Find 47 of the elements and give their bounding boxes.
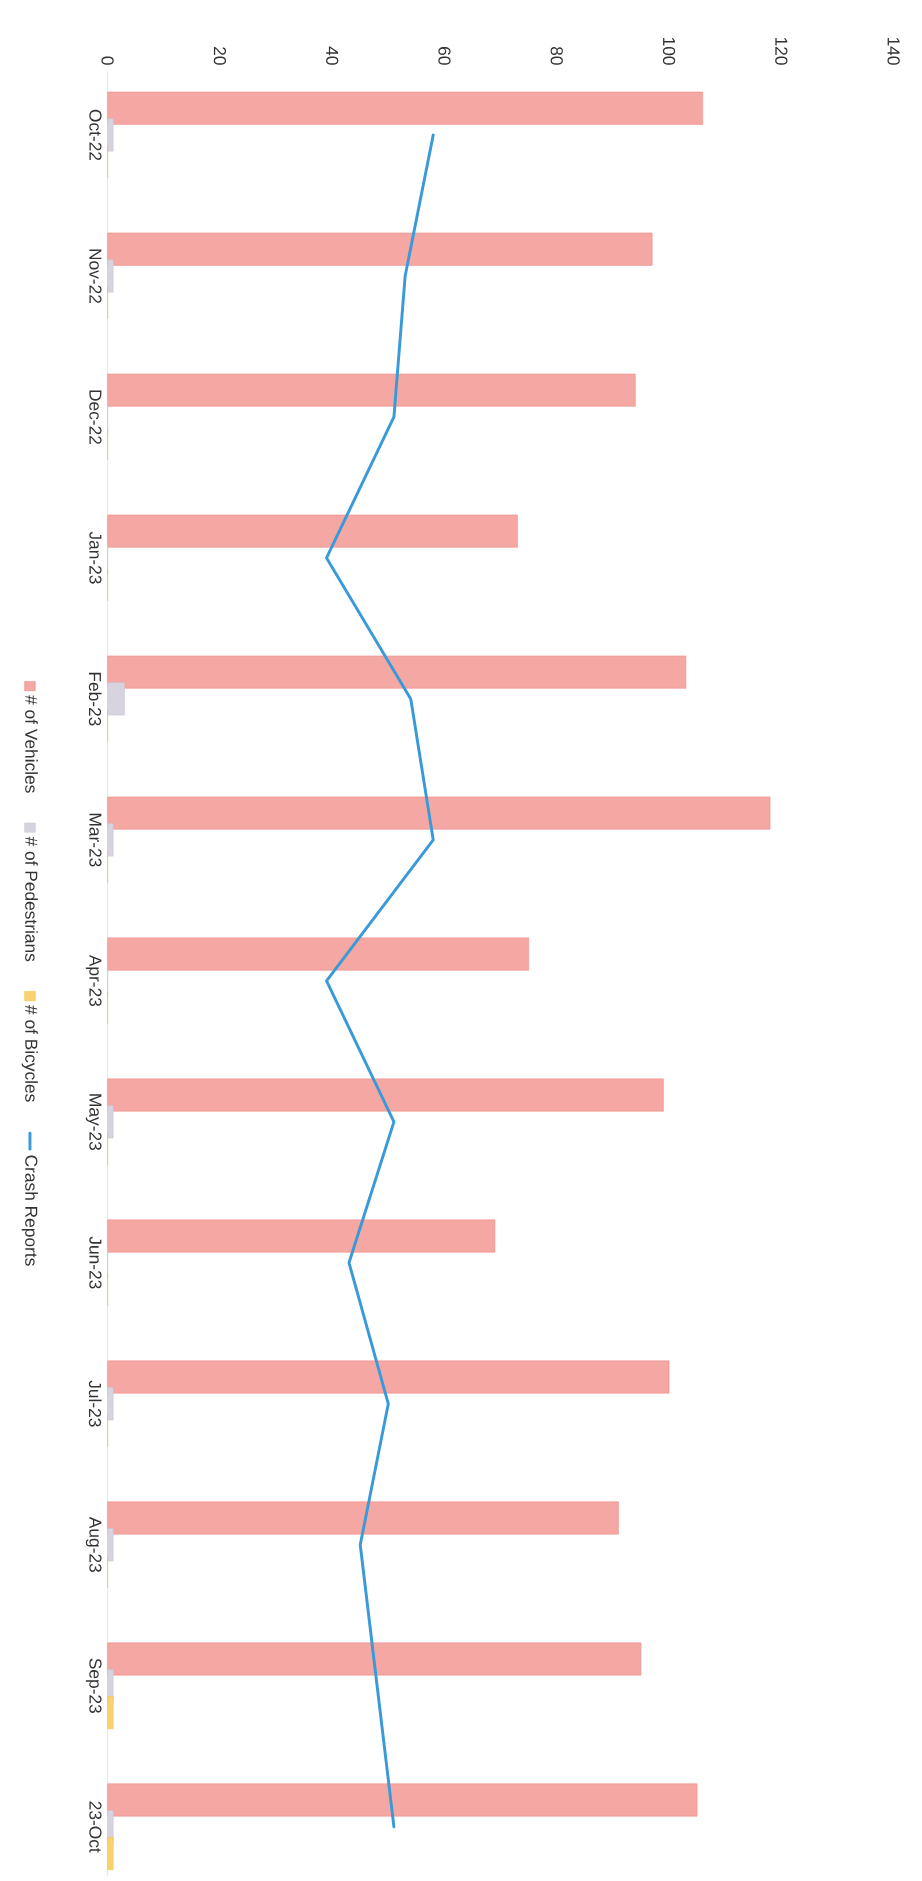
bar — [107, 1360, 670, 1394]
y-tick-label: Jun-23 — [89, 1236, 102, 1289]
bar — [107, 118, 114, 152]
y-tick-label: Nov-22 — [89, 249, 102, 304]
y-tick-label: Oct-22 — [89, 109, 102, 161]
bar — [107, 1528, 114, 1562]
x-tick-label: 120 — [775, 37, 788, 65]
bar — [107, 682, 125, 716]
legend-label: Crash Reports — [21, 1155, 38, 1266]
x-tick-label: 0 — [101, 56, 114, 65]
bar — [107, 1837, 114, 1871]
y-tick-label: Mar-23 — [89, 813, 102, 867]
bar — [107, 796, 771, 830]
x-tick-label: 80 — [550, 46, 563, 65]
y-tick-label: Apr-23 — [85, 954, 102, 1007]
bar — [107, 514, 518, 548]
legend-label: # of Pedestrians — [25, 836, 38, 962]
bar — [107, 1696, 114, 1730]
x-tick-label: 140 — [887, 37, 900, 65]
bar — [107, 937, 529, 971]
bar — [107, 91, 703, 125]
y-tick-label: Dec-22 — [89, 390, 102, 444]
x-tick-label: 20 — [213, 47, 227, 65]
bar — [107, 1078, 664, 1112]
x-tick-label: 100 — [662, 37, 676, 65]
bar — [107, 1219, 496, 1253]
bar — [107, 1105, 114, 1139]
bar — [107, 1783, 698, 1817]
bar — [107, 1387, 114, 1421]
y-tick-label: Aug-23 — [85, 1516, 102, 1572]
legend-label: # of Bicycles — [21, 1005, 38, 1102]
y-tick-label: 23-Oct — [89, 1801, 102, 1853]
bar — [107, 823, 114, 857]
bar — [107, 1642, 642, 1676]
bar — [107, 232, 653, 266]
y-tick-label: Jul-23 — [88, 1380, 102, 1427]
bar — [107, 655, 687, 689]
x-tick-label: 60 — [438, 47, 451, 65]
y-tick-label: May-23 — [85, 1094, 102, 1150]
bar — [107, 259, 114, 293]
y-tick-label: Jan-23 — [89, 531, 102, 584]
legend-label: # of Vehicles — [25, 695, 38, 793]
y-tick-label: Sep-23 — [85, 1658, 102, 1713]
y-tick-label: Feb-23 — [88, 672, 102, 726]
bar — [107, 1501, 619, 1535]
x-tick-label: 40 — [326, 46, 339, 65]
bar — [107, 373, 636, 407]
